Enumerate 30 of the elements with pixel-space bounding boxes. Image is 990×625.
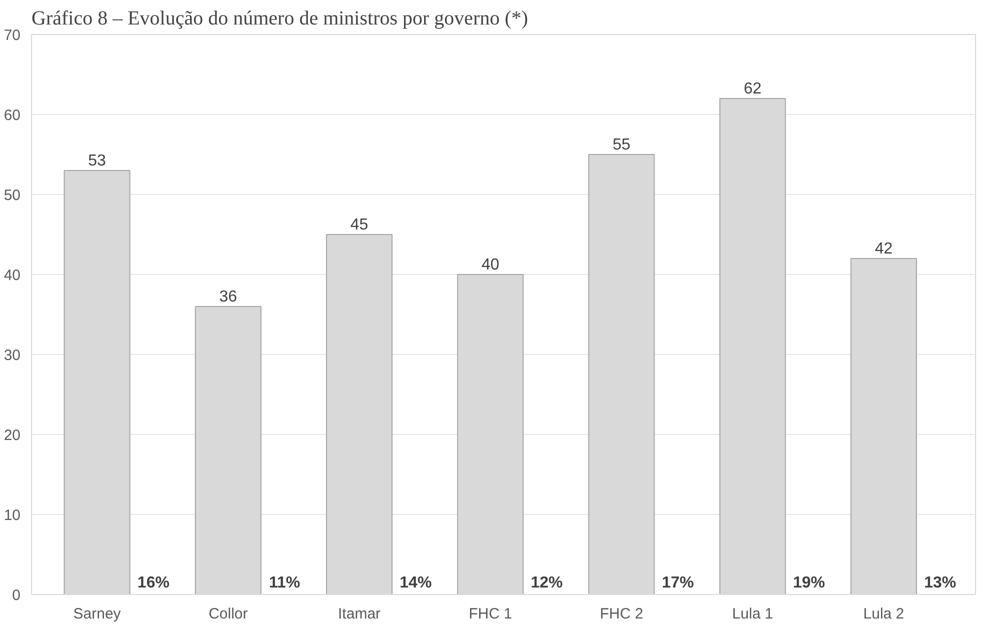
y-tick-label: 10 (4, 507, 21, 524)
y-tick-label: 30 (4, 347, 21, 364)
annotation: 14% (400, 574, 432, 592)
annotation: 13% (924, 574, 956, 592)
x-tick-label: Lula 2 (863, 606, 904, 622)
chart-title: Gráfico 8 – Evolução do número de ministros por governo (*) (32, 8, 528, 30)
annotation: 12% (530, 574, 563, 592)
annotation: 17% (662, 574, 694, 592)
y-tick-label: 70 (4, 27, 21, 44)
annotation: 11% (268, 574, 300, 592)
data-label: 36 (219, 288, 238, 306)
x-tick-label: FHC 1 (468, 606, 512, 622)
data-label: 40 (481, 256, 500, 274)
x-tick-label: FHC 2 (600, 606, 644, 622)
data-label: 62 (744, 80, 762, 98)
y-tick-label: 60 (4, 107, 21, 124)
annotation: 16% (137, 574, 170, 592)
data-label: 45 (350, 216, 368, 234)
annotation: 19% (792, 574, 826, 592)
data-label: 55 (612, 136, 630, 154)
x-tick-label: Lula 1 (732, 606, 774, 622)
y-tick-label: 20 (4, 427, 21, 444)
y-tick-label: 0 (12, 587, 20, 604)
data-label: 53 (88, 152, 106, 170)
y-tick-label: 50 (4, 187, 21, 204)
data-label: 42 (874, 240, 893, 258)
y-tick-label: 40 (4, 267, 21, 284)
x-tick-label: Sarney (73, 606, 122, 622)
x-tick-label: Itamar (338, 606, 381, 622)
x-tick-label: Collor (208, 606, 248, 622)
